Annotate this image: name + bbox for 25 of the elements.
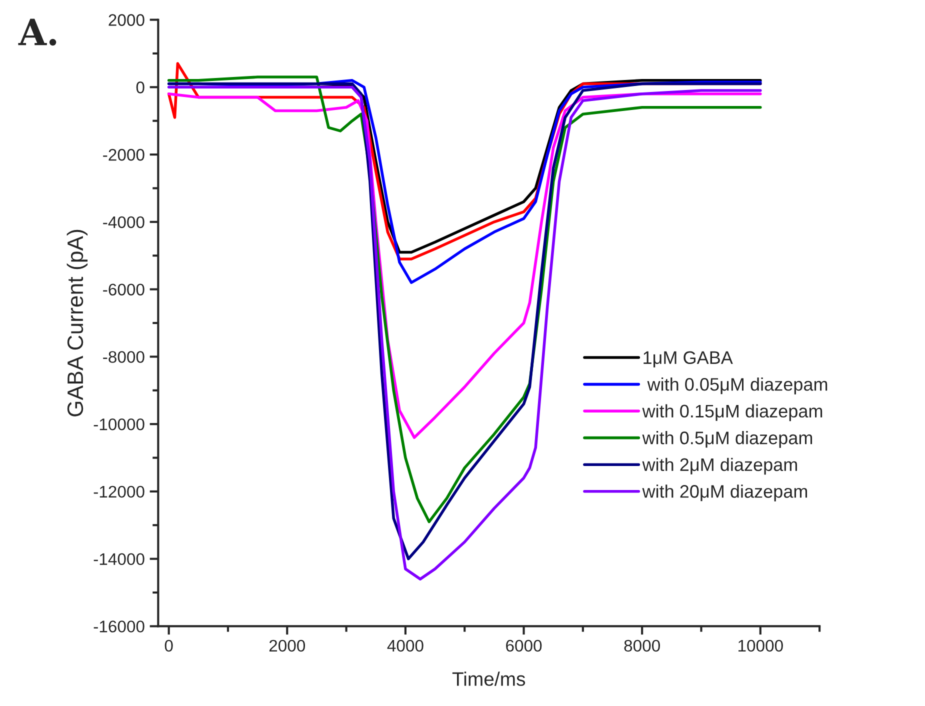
legend-label: with 0.05μM diazepam — [647, 378, 828, 394]
y-axis-title: GABA Current (pA) — [66, 230, 88, 416]
legend-label: with 2μM diazepam — [642, 458, 797, 475]
y-tick-label: -12000 — [94, 486, 144, 498]
y-tick-label: -4000 — [103, 216, 144, 228]
x-tick-label: 2000 — [269, 640, 306, 652]
legend-label: with 0.15μM diazepam — [642, 404, 822, 422]
y-tick-label: -2000 — [103, 148, 144, 161]
y-tick-label: -8000 — [103, 351, 144, 363]
x-tick-label: 6000 — [506, 640, 542, 652]
x-axis-title: Time/ms — [452, 672, 526, 686]
x-tick-label: 8000 — [624, 640, 660, 652]
legend-label: 1μM GABA — [644, 351, 733, 368]
y-tick-label: -6000 — [103, 284, 144, 296]
y-tick-label: 2000 — [108, 14, 144, 26]
y-tick-label: -14000 — [94, 553, 144, 566]
y-tick-label: -10000 — [94, 418, 144, 430]
legend-label: with 0.5μM diazepam — [642, 431, 812, 448]
y-tick-label: -16000 — [94, 620, 144, 632]
y-tick-label: 0 — [136, 82, 144, 94]
x-tick-label: 10000 — [738, 640, 783, 652]
x-tick-label: 4000 — [387, 640, 424, 652]
legend-label: with 20μM diazepam — [642, 484, 808, 502]
text: A. — [18, 18, 56, 46]
x-tick-label: 0 — [164, 640, 173, 652]
